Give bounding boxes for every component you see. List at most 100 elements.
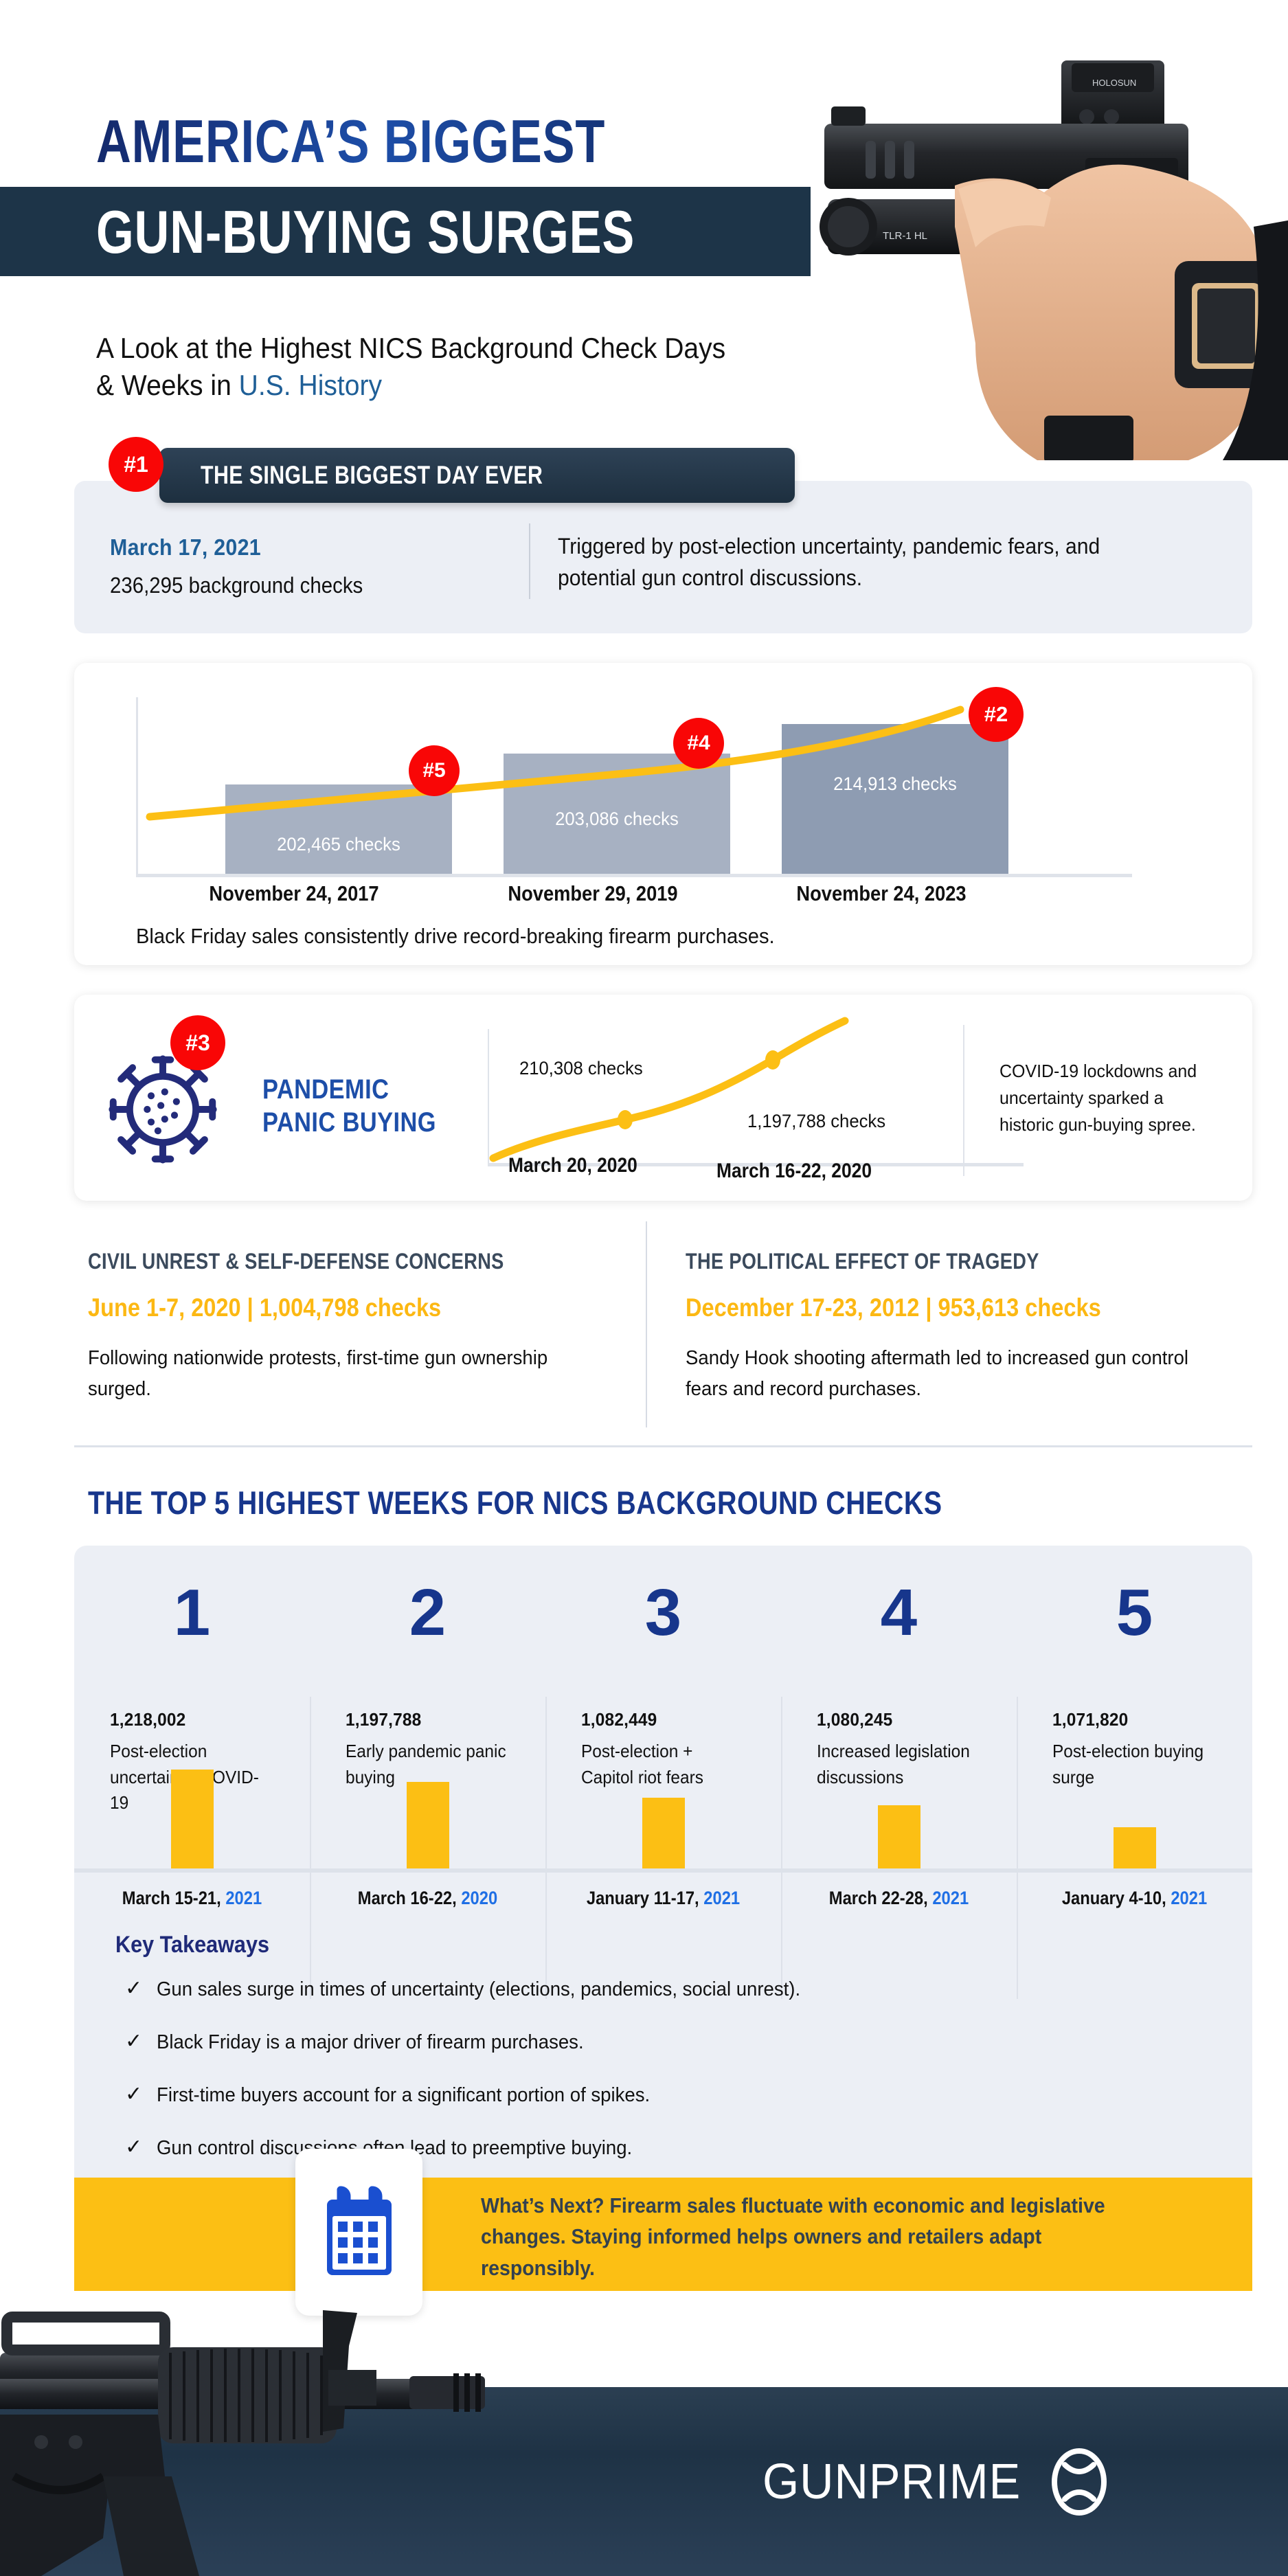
date-year: 2021: [225, 1888, 262, 1908]
top5-bar-cell: [781, 1753, 1017, 1870]
pandemic-divider: [963, 1025, 964, 1176]
biggest-day-description: Triggered by post-election uncertainty, …: [558, 534, 1100, 591]
top5-detail: 1,071,820 Post-election buying surge: [1052, 1709, 1224, 1790]
pandemic-title: PANDEMIC PANIC BUYING: [262, 1073, 436, 1139]
page-title-line-1: AMERICA’S BIGGEST: [96, 107, 606, 175]
black-friday-note: Black Friday sales consistently drive re…: [136, 924, 775, 948]
page-title-line-2: GUN-BUYING SURGES: [96, 198, 635, 266]
pandemic-trend-line: [489, 1017, 849, 1162]
bar-label-2017: 202,465 checks: [277, 834, 400, 855]
top5-detail: 1,197,788 Early pandemic panic buying: [346, 1709, 517, 1790]
date-year: 2021: [1171, 1888, 1208, 1908]
pandemic-title-line-2: PANIC BUYING: [262, 1107, 436, 1138]
key-takeaways-list: ✓ Gun sales surge in times of uncertaint…: [125, 1978, 1087, 2190]
date-text: March 16-22,: [357, 1888, 462, 1908]
top5-bar-chart: [74, 1753, 1252, 1870]
section-divider-rule: [74, 1445, 1252, 1447]
top5-bar: [170, 1770, 214, 1870]
x-label-2023: November 24, 2023: [796, 881, 967, 905]
top5-description: Post-election buying surge: [1052, 1741, 1204, 1787]
biggest-day-stats: March 17, 2021 236,295 background checks: [110, 534, 385, 598]
pandemic-y-axis: [488, 1029, 489, 1166]
pandemic-day-label: 210,308 checks: [519, 1058, 643, 1078]
check-icon: ✓: [125, 1977, 143, 2000]
subtitle-text: A Look at the Highest NICS Background Ch…: [96, 332, 726, 401]
page-subtitle: A Look at the Highest NICS Background Ch…: [96, 330, 735, 404]
key-takeaway-item: ✓ Gun control discussions often lead to …: [125, 2137, 1087, 2160]
crosshair-circle-icon: [1052, 2448, 1107, 2516]
rank-badge-5: #5: [409, 745, 460, 796]
top5-number: 1,082,449: [581, 1709, 657, 1730]
pandemic-chart: [488, 1015, 1024, 1173]
chart-y-axis: [136, 697, 138, 877]
date-text: March 15-21,: [122, 1888, 226, 1908]
column-heading: THE POLITICAL EFFECT OF TRAGEDY: [686, 1249, 1039, 1274]
biggest-day-card: [74, 481, 1252, 633]
column-political-effect: THE POLITICAL EFFECT OF TRAGEDY December…: [686, 1249, 1228, 1405]
date-text: January 4-10,: [1061, 1888, 1171, 1908]
top5-x-label: March 16-22, 2020: [324, 1888, 532, 1909]
date-year: 2021: [932, 1888, 969, 1908]
top5-section-title: THE TOP 5 HIGHEST WEEKS FOR NICS BACKGRO…: [88, 1484, 942, 1521]
key-takeaway-item: ✓ First-time buyers account for a signif…: [125, 2084, 1087, 2107]
top5-bar-cell: [74, 1753, 310, 1870]
whats-next-callout: [74, 2178, 1252, 2291]
top5-x-label: January 11-17, 2021: [560, 1888, 767, 1909]
column-stat: June 1-7, 2020 | 1,004,798 checks: [88, 1293, 442, 1322]
chart-x-axis: [136, 874, 1132, 877]
column-body: Sandy Hook shooting aftermath led to inc…: [686, 1347, 1189, 1400]
top5-bar: [406, 1782, 449, 1870]
biggest-day-checks: 236,295 background checks: [110, 573, 363, 598]
pandemic-week-label: 1,197,788 checks: [747, 1111, 886, 1131]
top5-description: Post-election + Capitol riot fears: [581, 1741, 703, 1787]
hero-pistol-photo: HOLOSUN TLR-1 HL: [749, 21, 1288, 460]
top5-detail: 1,080,245 Increased legislation discussi…: [817, 1709, 988, 1790]
date-year: 2021: [703, 1888, 741, 1908]
pandemic-x-label-day: March 20, 2020: [508, 1154, 637, 1177]
top5-bar-cell: [1017, 1753, 1252, 1870]
subtitle-highlight: U.S. History: [238, 368, 383, 401]
coronavirus-icon: [109, 1055, 217, 1164]
top5-x-label: January 4-10, 2021: [1031, 1888, 1239, 1909]
black-friday-card: 202,465 checks 203,086 checks 214,913 ch…: [74, 663, 1252, 965]
top5-column: 3 1,082,449 Post-election + Capitol riot…: [545, 1559, 781, 2013]
top5-rank: 3: [644, 1576, 682, 1649]
top5-x-label: March 22-28, 2021: [795, 1888, 1003, 1909]
top5-description: Increased legislation discussions: [817, 1741, 970, 1787]
top5-x-label: March 15-21, 2021: [89, 1888, 296, 1909]
key-takeaway-item: ✓ Black Friday is a major driver of fire…: [125, 2031, 1087, 2054]
biggest-day-ribbon-label: THE SINGLE BIGGEST DAY EVER: [201, 461, 543, 489]
column-body: Following nationwide protests, first-tim…: [88, 1347, 548, 1400]
top5-columns: 1 1,218,002 Post-election uncertainty, C…: [74, 1559, 1252, 2013]
brand-name: GUNPRIME: [762, 2454, 1021, 2509]
top5-detail: 1,082,449 Post-election + Capitol riot f…: [581, 1709, 753, 1790]
top5-rank: 2: [409, 1576, 447, 1649]
rank-badge-2: #2: [969, 687, 1024, 742]
top5-description: Early pandemic panic buying: [346, 1741, 506, 1787]
svg-text:HOLOSUN: HOLOSUN: [1092, 78, 1136, 88]
rank-badge-3: #3: [170, 1015, 225, 1070]
key-takeaways-title: Key Takeaways: [115, 1932, 269, 1958]
column-civil-unrest: CIVIL UNREST & SELF-DEFENSE CONCERNS Jun…: [88, 1249, 631, 1405]
black-friday-chart: 202,465 checks 203,086 checks 214,913 ch…: [136, 697, 1132, 877]
biggest-day-divider: [529, 523, 530, 599]
check-icon: ✓: [125, 2083, 143, 2105]
rank-badge-1: #1: [109, 437, 163, 492]
pandemic-note: COVID-19 lockdowns and uncertainty spark…: [999, 1061, 1197, 1135]
top5-bar: [877, 1805, 920, 1870]
top5-column: 2 1,197,788 Early pandemic panic buying: [310, 1559, 545, 2013]
top5-rank: 5: [1116, 1576, 1153, 1649]
x-label-2017: November 24, 2017: [209, 881, 379, 905]
top5-bar: [642, 1798, 685, 1870]
top5-rank: 4: [880, 1576, 918, 1649]
date-text: March 22-28,: [828, 1888, 933, 1908]
top5-number: 1,071,820: [1052, 1709, 1129, 1730]
check-icon: ✓: [125, 2030, 143, 2053]
callout-text: What’s Next? Firearm sales fluctuate wit…: [481, 2193, 1105, 2280]
top5-x-labels: March 15-21, 2021 March 16-22, 2020 Janu…: [74, 1888, 1252, 1909]
calendar-icon: [326, 2186, 392, 2275]
ar15-rifle-photo: [0, 2310, 485, 2576]
top5-bar: [1113, 1827, 1156, 1870]
biggest-day-date: March 17, 2021: [110, 534, 261, 560]
